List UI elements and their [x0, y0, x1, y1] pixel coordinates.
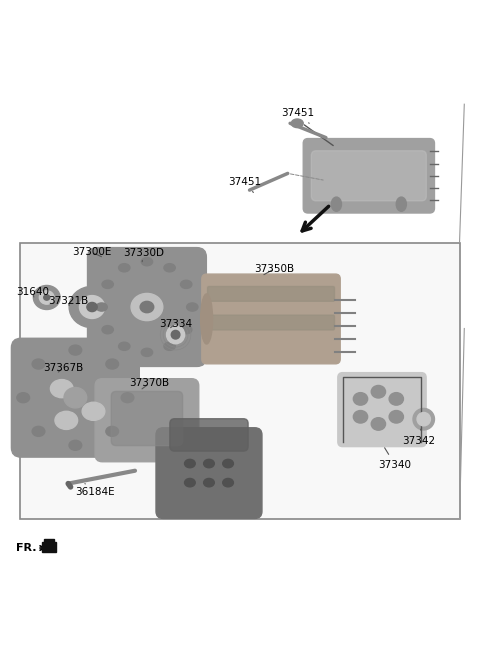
Ellipse shape	[121, 393, 134, 403]
FancyBboxPatch shape	[202, 274, 340, 364]
Ellipse shape	[106, 426, 119, 436]
Ellipse shape	[371, 386, 385, 398]
Text: 36184E: 36184E	[75, 484, 115, 497]
Ellipse shape	[39, 291, 54, 304]
Ellipse shape	[389, 393, 404, 405]
Ellipse shape	[64, 388, 87, 408]
FancyBboxPatch shape	[303, 139, 434, 213]
Text: 37367B: 37367B	[43, 363, 84, 373]
Ellipse shape	[417, 413, 431, 426]
FancyBboxPatch shape	[12, 338, 139, 457]
Ellipse shape	[32, 359, 45, 369]
Text: 37370B: 37370B	[129, 378, 169, 389]
Ellipse shape	[331, 197, 341, 212]
Text: 37300E: 37300E	[72, 247, 111, 257]
FancyBboxPatch shape	[312, 150, 426, 201]
Ellipse shape	[164, 263, 175, 272]
Ellipse shape	[141, 258, 153, 266]
Text: 37321B: 37321B	[48, 296, 88, 306]
Ellipse shape	[180, 281, 192, 288]
Ellipse shape	[204, 459, 215, 468]
Ellipse shape	[223, 478, 233, 487]
Ellipse shape	[119, 342, 130, 350]
Text: 37451: 37451	[228, 177, 261, 193]
Ellipse shape	[167, 326, 185, 344]
Ellipse shape	[187, 303, 198, 311]
Ellipse shape	[371, 418, 385, 430]
FancyBboxPatch shape	[170, 419, 248, 451]
Ellipse shape	[80, 296, 105, 319]
Text: 31640: 31640	[16, 287, 48, 297]
FancyBboxPatch shape	[87, 248, 206, 367]
Ellipse shape	[184, 459, 195, 468]
FancyBboxPatch shape	[21, 242, 459, 520]
Ellipse shape	[69, 440, 82, 450]
FancyBboxPatch shape	[111, 392, 182, 445]
Ellipse shape	[44, 295, 50, 300]
Text: 37451: 37451	[281, 108, 314, 124]
Ellipse shape	[204, 478, 215, 487]
Ellipse shape	[164, 342, 175, 350]
Text: FR.: FR.	[16, 543, 36, 553]
Ellipse shape	[50, 380, 73, 397]
Ellipse shape	[291, 119, 303, 127]
Ellipse shape	[34, 285, 60, 309]
Ellipse shape	[87, 302, 97, 311]
Ellipse shape	[353, 393, 368, 405]
Text: 37342: 37342	[402, 429, 435, 445]
Ellipse shape	[201, 294, 213, 344]
Text: 37350B: 37350B	[254, 264, 294, 275]
Ellipse shape	[131, 294, 163, 321]
Ellipse shape	[69, 345, 82, 355]
FancyBboxPatch shape	[207, 315, 335, 330]
Ellipse shape	[106, 359, 119, 369]
Ellipse shape	[69, 286, 115, 328]
FancyBboxPatch shape	[156, 428, 262, 518]
Ellipse shape	[413, 409, 434, 430]
FancyBboxPatch shape	[338, 373, 426, 447]
Polygon shape	[44, 539, 54, 546]
Ellipse shape	[161, 321, 190, 349]
Ellipse shape	[223, 459, 233, 468]
Text: 37340: 37340	[378, 448, 411, 470]
Ellipse shape	[353, 411, 368, 423]
Text: 37330D: 37330D	[123, 248, 164, 261]
Ellipse shape	[32, 426, 45, 436]
Ellipse shape	[140, 302, 154, 313]
FancyBboxPatch shape	[207, 286, 335, 302]
Ellipse shape	[55, 411, 78, 430]
Text: 37334: 37334	[159, 319, 192, 328]
Polygon shape	[42, 542, 56, 552]
Ellipse shape	[396, 197, 407, 212]
Ellipse shape	[184, 478, 195, 487]
Ellipse shape	[96, 303, 107, 311]
Ellipse shape	[171, 330, 180, 339]
FancyBboxPatch shape	[95, 378, 199, 462]
Ellipse shape	[17, 393, 30, 403]
Ellipse shape	[119, 263, 130, 272]
Ellipse shape	[102, 281, 113, 288]
Ellipse shape	[180, 326, 192, 334]
Ellipse shape	[389, 411, 404, 423]
Ellipse shape	[141, 348, 153, 357]
Ellipse shape	[102, 326, 113, 334]
Ellipse shape	[82, 402, 105, 420]
